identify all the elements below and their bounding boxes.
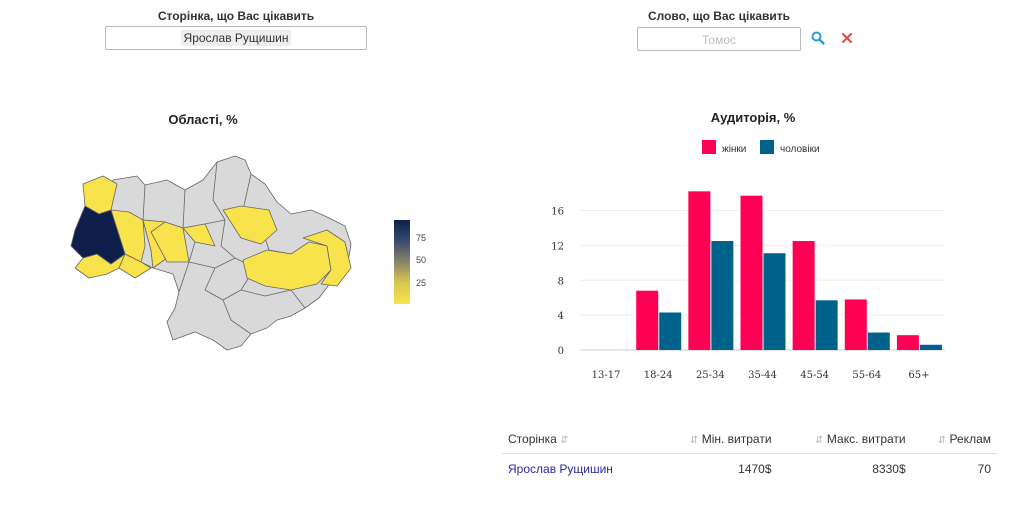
region-lviv[interactable] <box>70 205 126 265</box>
x-tick-label: 55-64 <box>852 370 881 381</box>
selected-page-tag[interactable]: Ярослав Рущишин <box>180 30 292 46</box>
bar-men <box>659 312 682 350</box>
x-tick-label: 35-44 <box>748 370 777 381</box>
bar-men <box>867 332 890 350</box>
colorbar-tick-25: 25 <box>416 278 427 288</box>
word-filter-label: Слово, що Вас цікавить <box>647 9 791 23</box>
bar-women <box>792 241 815 350</box>
col-header-ads[interactable]: ⇵ Реклам <box>911 425 997 454</box>
bar-men <box>815 300 838 350</box>
region-ivano-frankivsk[interactable] <box>118 253 152 279</box>
x-tick-label: 18-24 <box>644 370 673 381</box>
region-vinnytsia[interactable] <box>150 221 190 263</box>
ukraine-regions-map <box>70 155 352 351</box>
sort-icon[interactable]: ⇵ <box>815 435 824 446</box>
region-cherkasy-north[interactable] <box>182 223 216 247</box>
bar-women <box>844 299 867 350</box>
min-spend-cell: 1470$ <box>738 462 772 476</box>
y-tick-label: 4 <box>558 311 564 322</box>
x-tick-label: 45-54 <box>800 370 829 381</box>
max-spend-cell: 8330$ <box>872 462 906 476</box>
col-header-min[interactable]: ⇵ Мін. витрати <box>655 425 778 454</box>
y-tick-label: 0 <box>558 346 564 357</box>
word-input[interactable]: Томос <box>637 27 801 51</box>
col-header-max[interactable]: ⇵ Макс. витрати <box>777 425 912 454</box>
page-filter-label: Сторінка, що Вас цікавить <box>157 9 315 23</box>
ads-count-cell: 70 <box>977 462 991 476</box>
region-luhansk[interactable] <box>302 229 352 287</box>
y-tick-label: 16 <box>551 207 564 218</box>
bar-women <box>688 191 711 350</box>
page-link[interactable]: Ярослав Рущишин <box>508 462 613 476</box>
page-select[interactable]: Ярослав Рущишин <box>105 26 367 50</box>
sort-icon[interactable]: ⇵ <box>560 435 569 446</box>
colorbar-tick-75: 75 <box>416 233 427 243</box>
colorbar <box>394 220 410 304</box>
chart-title: Аудиторія, % <box>710 110 796 125</box>
sort-icon[interactable]: ⇵ <box>689 435 699 446</box>
bar-men <box>711 241 734 350</box>
bar-women <box>740 195 763 350</box>
legend-swatch-0 <box>702 140 716 154</box>
bar-women <box>636 290 659 350</box>
map-title: Області, % <box>168 112 238 127</box>
y-tick-label: 8 <box>558 276 564 287</box>
legend-swatch-1 <box>760 140 774 154</box>
bar-men <box>919 344 942 350</box>
legend-label-0: жінки <box>722 144 746 155</box>
ads-table: Сторінка ⇵ ⇵ Мін. витрати ⇵ Макс. витрат… <box>502 425 997 484</box>
x-tick-label: 65+ <box>908 370 929 381</box>
x-tick-label: 13-17 <box>592 370 621 381</box>
bar-men <box>763 253 786 350</box>
search-icon[interactable] <box>807 27 829 49</box>
table-row: Ярослав Рущишин 1470$ 8330$ 70 <box>502 454 997 485</box>
col-header-page[interactable]: Сторінка ⇵ <box>502 425 656 454</box>
colorbar-tick-50: 50 <box>416 255 427 265</box>
close-icon[interactable] <box>836 27 858 49</box>
region-poltava[interactable] <box>222 205 278 245</box>
table-header-row: Сторінка ⇵ ⇵ Мін. витрати ⇵ Макс. витрат… <box>502 425 997 454</box>
x-tick-label: 25-34 <box>696 370 725 381</box>
sort-icon[interactable]: ⇵ <box>937 435 947 446</box>
audience-bar-chart: жінки чоловіки 0 4 8 12 16 13-17 18-24 25-34 35-44… <box>551 140 945 381</box>
legend-label-1: чоловіки <box>780 144 820 155</box>
y-tick-label: 12 <box>551 241 564 252</box>
bar-women <box>896 335 919 350</box>
